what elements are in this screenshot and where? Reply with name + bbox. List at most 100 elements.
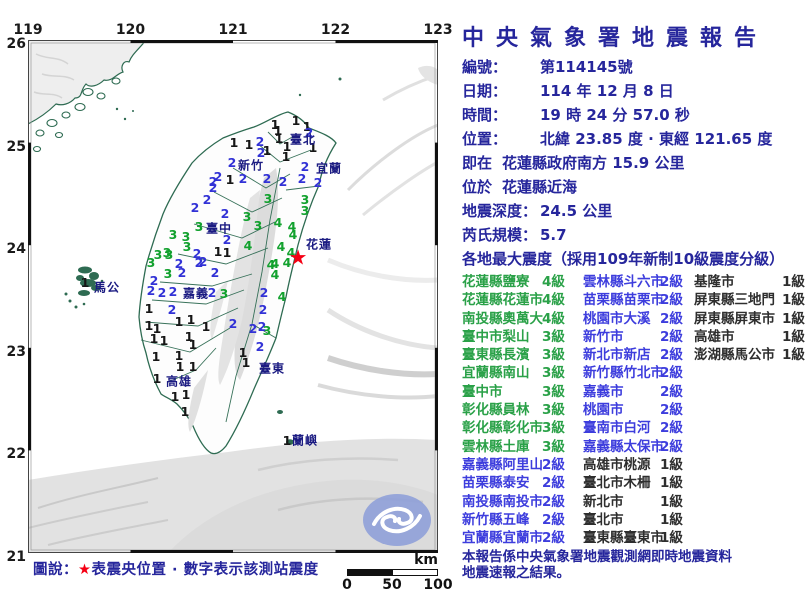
intensity-station-name: 新竹縣竹北市 (583, 365, 664, 382)
intensity-level-value: 2級 (542, 493, 565, 510)
station-intensity-number: 2 (257, 318, 267, 334)
intensity-level-value: 1級 (782, 328, 805, 345)
intensity-station-name (694, 529, 782, 547)
epicenter-star-marker: ★ (288, 245, 308, 270)
station-intensity-number: 2 (213, 168, 223, 184)
intensity-station-name: 屏東縣屏東市 (694, 310, 775, 327)
station-intensity-number: 2 (149, 272, 159, 288)
station-intensity-number: 2 (177, 264, 187, 280)
intensity-station-name: 彰化縣彰化市 (462, 420, 543, 437)
station-intensity-number: 3 (153, 246, 163, 262)
station-intensity-number: 1 (238, 344, 248, 360)
station-intensity-number: 1 (229, 134, 239, 150)
intensity-level-value: 4級 (542, 292, 565, 309)
intensity-level-value (782, 438, 808, 456)
scale-tick-label: 50 (382, 577, 402, 593)
intensity-level-value: 2級 (542, 456, 565, 473)
intensity-station-name: 南投縣奧萬大 (462, 310, 543, 327)
station-intensity-number: 1 (282, 138, 292, 154)
city-label-高雄: 高雄 (166, 374, 193, 389)
intensity-station-name: 嘉義縣太保市 (583, 438, 664, 455)
station-intensity-number: 1 (262, 142, 272, 158)
intensity-level-value: 3級 (542, 347, 565, 364)
report-info-row: 芮氏規模： 5.7 (462, 224, 772, 248)
station-intensity-number: 4 (270, 255, 280, 271)
cwa-logo (363, 494, 431, 546)
report-panel: 中央氣象署地震報告 編號： 第114145號 日期： 114 年 12 月 8 日時間… (462, 0, 808, 607)
report-footer: 本報告係中央氣象署地震觀測網即時地震資料 地震速報之結果。 (462, 549, 732, 581)
info-label: 即在 (462, 154, 493, 172)
report-info-row: 日期： 114 年 12 月 8 日 (462, 80, 772, 104)
report-info-row: 編號： 第114145號 (462, 56, 772, 80)
intensity-level-value: 2級 (542, 511, 565, 528)
intensity-level-value: 3級 (542, 402, 565, 419)
station-intensity-number: 3 (182, 238, 192, 254)
station-intensity-number: 2 (259, 284, 269, 300)
station-intensity-number: 2 (168, 283, 178, 299)
intensity-level-value: 2級 (542, 475, 565, 492)
scale-unit-label: km (414, 552, 438, 568)
intensity-station-name: 基隆市 (694, 274, 735, 290)
info-value: 第114145號 (540, 58, 633, 76)
station-intensity-number: 2 (167, 301, 177, 317)
station-intensity-number: 2 (202, 191, 212, 207)
city-label-蘭嶼: 蘭嶼 (292, 433, 319, 448)
station-intensity-number: 3 (163, 265, 173, 281)
intensity-station-name: 苗栗縣泰安 (462, 475, 530, 492)
station-intensity-number: 2 (190, 199, 200, 215)
footer-line-1: 本報告係中央氣象署地震觀測網即時地震資料 (462, 549, 732, 565)
legend-text: 表震央位置 · 數字表示該測站震度 (91, 562, 319, 578)
intensity-level-value: 1級 (660, 475, 683, 492)
station-intensity-number: 1 (213, 243, 223, 259)
info-value: 24.5 公里 (540, 202, 613, 220)
station-intensity-number: 2 (146, 282, 156, 298)
station-intensity-number: 4 (288, 226, 298, 242)
info-value: 5.7 (540, 226, 567, 244)
intensity-station-name (694, 456, 782, 474)
intensity-station-name: 雲林縣土庫 (462, 438, 530, 455)
axis-latitude-label: 23 (6, 343, 26, 360)
info-label: 芮氏規模： (462, 226, 538, 244)
station-intensity-number: 4 (266, 256, 276, 272)
intensity-level-value (782, 419, 808, 437)
report-title: 中央氣象署地震報告 (462, 26, 769, 51)
info-value: 19 時 24 分 57.0 秒 (540, 106, 690, 124)
station-intensity-number: 3 (146, 254, 156, 270)
station-intensity-number: 2 (278, 173, 288, 189)
intensity-station-name: 新竹縣五峰 (462, 511, 530, 528)
station-intensity-number: 2 (192, 245, 202, 261)
intensity-station-name: 臺南市白河 (583, 420, 651, 437)
station-intensity-number: 1 (186, 311, 196, 327)
intensity-station-name: 嘉義市 (583, 383, 624, 400)
station-intensity-number: 1 (181, 386, 191, 402)
info-value: 花蓮縣政府南方 15.9 公里 (502, 154, 685, 172)
station-intensity-number: 1 (170, 388, 180, 404)
station-intensity-number: 4 (273, 214, 283, 230)
station-intensity-number: 1 (144, 317, 154, 333)
intensity-level-value: 3級 (542, 365, 565, 382)
intensity-level-value: 4級 (542, 274, 565, 290)
intensity-station-name: 彰化縣員林 (462, 402, 530, 419)
intensity-station-name: 澎湖縣馬公市 (694, 347, 775, 364)
station-intensity-number: 1 (188, 336, 198, 352)
intensity-level-value: 2級 (660, 365, 683, 382)
station-intensity-number: 1 (244, 136, 254, 152)
intensity-level-value (782, 493, 808, 511)
intensity-station-name: 臺中市 (462, 383, 503, 400)
intensity-level-value: 2級 (660, 292, 683, 309)
intensity-level-value: 2級 (660, 328, 683, 345)
station-intensity-number: 1 (152, 320, 162, 336)
station-intensity-number: 2 (222, 231, 232, 247)
station-intensity-number: 2 (207, 284, 217, 300)
info-label: 位置： (462, 130, 508, 148)
intensity-level-value: 1級 (660, 456, 683, 473)
city-label-臺東: 臺東 (259, 361, 286, 376)
report-info-row: 時間： 19 時 24 分 57.0 秒 (462, 104, 772, 128)
station-intensity-number: 1 (308, 139, 318, 155)
intensity-station-name: 桃園市大溪 (583, 310, 651, 327)
station-intensity-number: 2 (313, 174, 323, 190)
station-intensity-number: 2 (208, 173, 218, 189)
intensity-station-name: 臺東縣長濱 (462, 347, 530, 364)
station-intensity-number: 1 (180, 403, 190, 419)
intensity-station-name (694, 383, 782, 401)
